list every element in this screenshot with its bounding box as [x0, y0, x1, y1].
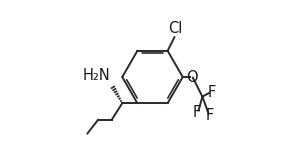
Text: O: O: [186, 69, 198, 85]
Text: Cl: Cl: [168, 21, 182, 36]
Text: H₂N: H₂N: [83, 68, 110, 83]
Text: F: F: [193, 105, 201, 120]
Text: F: F: [207, 85, 216, 100]
Text: F: F: [206, 108, 214, 123]
